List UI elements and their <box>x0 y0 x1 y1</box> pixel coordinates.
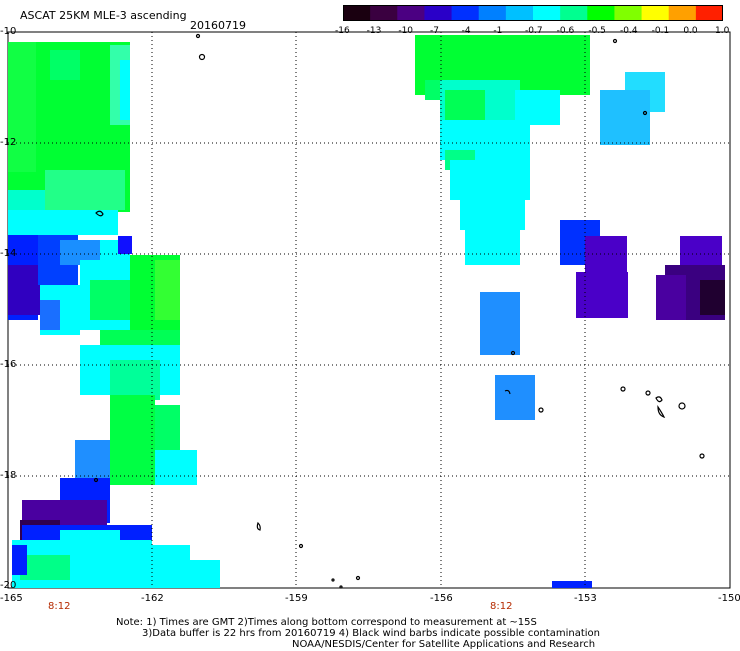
color-tick-label: -0.5 <box>588 26 606 36</box>
lon-label-153: -153 <box>574 593 597 604</box>
color-swatch <box>451 5 480 21</box>
time-label-left: 8:12 <box>48 601 71 612</box>
lat-label-18: -18 <box>0 470 17 481</box>
lon-label-159: -159 <box>285 593 308 604</box>
color-swatch <box>424 5 453 21</box>
note-line-3: NOAA/NESDIS/Center for Satellite Applica… <box>292 639 596 650</box>
island-outlines <box>93 33 705 589</box>
right-swath <box>415 35 725 588</box>
color-swatch <box>587 5 615 21</box>
time-label-right: 8:12 <box>490 601 513 612</box>
color-tick-label: -7 <box>430 26 439 36</box>
color-tick-label: -16 <box>335 26 350 36</box>
color-swatch <box>695 5 723 21</box>
color-scale-ticks: -16 -13 -10 -7 -4 -1 -0.7 -0.6 -0.5 -0.4 -0.1 0.0 1.… <box>335 25 735 37</box>
color-swatch <box>343 5 371 21</box>
product-date: 20160719 <box>190 19 246 32</box>
product-title: ASCAT 25KM MLE-3 ascending <box>20 9 187 22</box>
color-swatch <box>668 5 697 21</box>
color-tick-label: -13 <box>366 26 382 36</box>
lat-lon-grid <box>8 32 730 588</box>
lon-label-156: -156 <box>430 593 453 604</box>
color-swatch <box>614 5 643 21</box>
color-swatch <box>641 5 670 21</box>
note-line-1: Note: 1) Times are GMT 2)Times along bot… <box>116 617 537 628</box>
color-bar-border <box>343 5 723 21</box>
lat-label-16: -16 <box>0 359 17 370</box>
color-swatch <box>397 5 425 21</box>
color-tick-label: -1 <box>493 26 503 36</box>
lon-label-150: -150 <box>718 593 740 604</box>
lat-label-20: -20 <box>0 580 17 591</box>
note-line-2: 3)Data buffer is 22 hrs from 20160719 4)… <box>142 628 600 639</box>
color-tick-label: -0.4 <box>620 26 638 36</box>
color-swatch <box>533 5 561 21</box>
lon-label-162: -162 <box>141 593 164 604</box>
color-tick-label: 1.0 <box>715 26 730 36</box>
color-swatch <box>560 5 588 21</box>
color-swatch <box>505 5 534 21</box>
color-tick-label: -10 <box>398 26 414 36</box>
color-swatch <box>370 5 398 21</box>
color-tick-label: -0.1 <box>651 26 670 36</box>
color-tick-label: -0.6 <box>556 26 575 36</box>
lat-label-12: -12 <box>0 137 17 148</box>
color-tick-label: -4 <box>461 26 471 36</box>
color-tick-label: -0.7 <box>525 26 543 36</box>
color-scale-bar <box>343 5 723 21</box>
left-swath <box>8 42 220 588</box>
color-tick-label: 0.0 <box>683 26 698 36</box>
lat-label-10: -10 <box>0 26 17 37</box>
lon-label-165: -165 <box>0 593 23 604</box>
lat-label-14: -14 <box>0 248 17 259</box>
color-swatch <box>478 5 507 21</box>
